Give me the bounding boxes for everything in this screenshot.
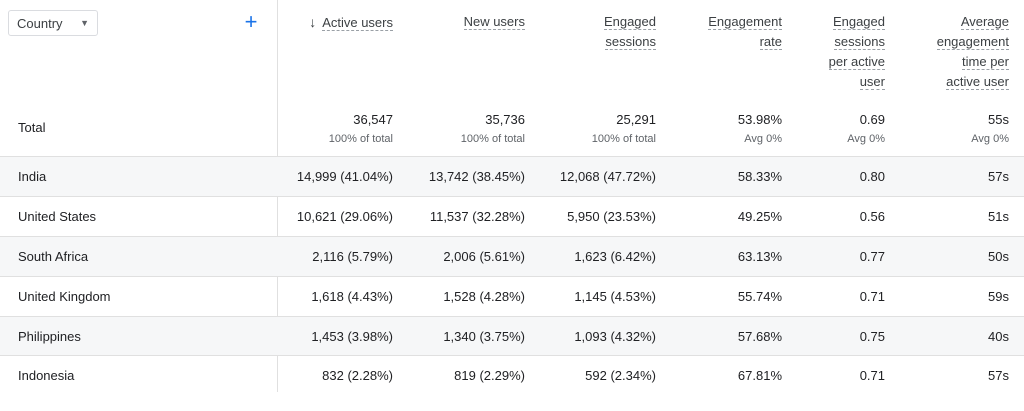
table-row[interactable]: United Kingdom 1,618 (4.43%) 1,528 (4.28… [0,276,1024,316]
total-engagement-rate: 53.98% Avg 0% [737,112,782,145]
cell-new-users: 1,340 (3.75%) [443,329,525,344]
cell-avg-engagement-time: 57s [988,368,1009,383]
cell-engaged-sessions: 12,068 (47.72%) [559,169,656,184]
table-row[interactable]: Philippines 1,453 (3.98%) 1,340 (3.75%) … [0,316,1024,356]
cell-engagement-rate: 55.74% [737,289,782,304]
cell-engaged-sessions: 1,145 (4.53%) [574,289,656,304]
cell-engaged-sessions: 1,093 (4.32%) [574,329,656,344]
cell-sessions-per-user: 0.77 [859,249,885,264]
cell-avg-engagement-time: 57s [988,169,1009,184]
caret-down-icon: ▼ [80,18,89,28]
cell-avg-engagement-time: 59s [988,289,1009,304]
cell-active-users: 1,618 (4.43%) [311,289,393,304]
column-header-new-users[interactable]: New users [463,14,525,30]
cell-avg-engagement-time: 50s [988,249,1009,264]
country-name: United States [18,209,97,224]
cell-sessions-per-user: 0.75 [859,329,885,344]
table-row[interactable]: South Africa 2,116 (5.79%) 2,006 (5.61%)… [0,236,1024,276]
cell-active-users: 2,116 (5.79%) [312,249,393,264]
total-label: Total [18,120,46,135]
sort-descending-icon[interactable]: ↓ [309,14,317,30]
table-row[interactable]: India 14,999 (41.04%) 13,742 (38.45%) 12… [0,156,1024,196]
cell-new-users: 2,006 (5.61%) [443,249,525,264]
cell-engaged-sessions: 1,623 (6.42%) [574,249,656,264]
column-header-avg-engagement-time[interactable]: Average engagement time per active user [936,14,1009,90]
total-new-users: 35,736 100% of total [460,112,525,145]
cell-sessions-per-user: 0.71 [859,368,885,383]
cell-new-users: 11,537 (32.28%) [429,209,525,224]
cell-engagement-rate: 58.33% [737,169,782,184]
country-name: United Kingdom [18,289,111,304]
cell-engagement-rate: 63.13% [737,249,782,264]
cell-sessions-per-user: 0.56 [859,209,885,224]
country-name: South Africa [18,249,89,264]
cell-new-users: 13,742 (38.45%) [428,169,525,184]
total-engaged-sessions: 25,291 100% of total [591,112,656,145]
add-dimension-icon[interactable]: + [244,9,258,34]
cell-new-users: 819 (2.29%) [454,368,525,383]
cell-sessions-per-user: 0.71 [859,289,885,304]
cell-engagement-rate: 67.81% [737,368,782,383]
country-name: India [18,169,47,184]
table-row[interactable]: Indonesia 832 (2.28%) 819 (2.29%) 592 (2… [0,355,1024,395]
total-engaged-sessions-per-user: 0.69 Avg 0% [847,112,885,145]
cell-avg-engagement-time: 40s [988,329,1009,344]
cell-active-users: 10,621 (29.06%) [296,209,393,224]
dimension-label: Country [17,15,63,31]
column-header-active-users[interactable]: ↓ Active users [309,14,393,31]
country-name: Philippines [18,329,81,344]
cell-active-users: 14,999 (41.04%) [296,169,393,184]
total-avg-engagement-time: 55s Avg 0% [971,112,1009,145]
total-active-users: 36,547 100% of total [328,112,393,145]
column-header-engagement-rate[interactable]: Engagement rate [708,14,782,50]
column-header-engaged-sessions[interactable]: Engaged sessions [603,14,656,50]
column-header-engaged-sessions-per-user[interactable]: Engaged sessions per active user [828,14,885,90]
cell-active-users: 1,453 (3.98%) [311,329,393,344]
country-name: Indonesia [18,368,75,383]
dimension-dropdown[interactable]: Country ▼ [8,10,98,36]
cell-avg-engagement-time: 51s [988,209,1009,224]
table-row[interactable]: United States 10,621 (29.06%) 11,537 (32… [0,196,1024,236]
cell-new-users: 1,528 (4.28%) [443,289,525,304]
cell-engagement-rate: 49.25% [737,209,782,224]
cell-sessions-per-user: 0.80 [859,169,885,184]
cell-engaged-sessions: 5,950 (23.53%) [567,209,656,224]
cell-engaged-sessions: 592 (2.34%) [585,368,656,383]
cell-engagement-rate: 57.68% [737,329,782,344]
cell-active-users: 832 (2.28%) [322,368,393,383]
